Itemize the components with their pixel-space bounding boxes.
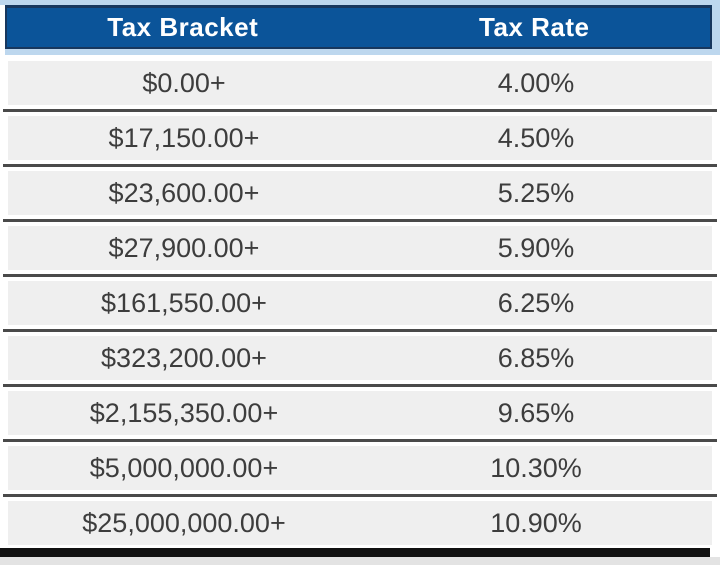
- row-separator-line: [3, 329, 717, 332]
- rate-cell: 5.25%: [497, 177, 575, 208]
- column-header-tax-rate: Tax Rate: [479, 12, 590, 42]
- bracket-cell: $323,200.00+: [101, 342, 267, 373]
- rate-cell: 4.00%: [497, 67, 575, 98]
- row-separator: [3, 270, 717, 281]
- table-row: $23,600.00+ 5.25%: [8, 171, 712, 215]
- row-separator: [3, 160, 717, 171]
- bottom-page-strip: [0, 557, 720, 565]
- table-row: $2,155,350.00+ 9.65%: [8, 391, 712, 435]
- table-row: $25,000,000.00+ 10.90%: [8, 501, 712, 545]
- rate-cell: 10.30%: [490, 452, 582, 483]
- row-separator: [3, 380, 717, 391]
- rate-cell: 10.90%: [490, 507, 582, 538]
- table-row: $17,150.00+ 4.50%: [8, 116, 712, 160]
- rate-cell: 9.65%: [497, 397, 575, 428]
- table-body: $0.00+ 4.00% $17,150.00+ 4.50% $23,600.0…: [3, 61, 717, 545]
- row-separator: [3, 215, 717, 226]
- table-header-zone: Tax Bracket Tax Rate: [5, 5, 720, 55]
- bottom-border-bar: [0, 548, 710, 557]
- row-separator: [3, 325, 717, 336]
- row-separator: [3, 435, 717, 446]
- bracket-cell: $5,000,000.00+: [89, 452, 279, 483]
- rate-cell: 5.90%: [497, 232, 575, 263]
- table-header-row: Tax Bracket Tax Rate: [5, 5, 712, 49]
- row-separator-line: [3, 164, 717, 167]
- row-separator-line: [3, 274, 717, 277]
- bracket-cell: $2,155,350.00+: [89, 397, 279, 428]
- table-row: $5,000,000.00+ 10.30%: [8, 446, 712, 490]
- row-separator-line: [3, 494, 717, 497]
- row-separator-line: [3, 109, 717, 112]
- bracket-cell: $17,150.00+: [108, 122, 260, 153]
- row-separator: [3, 490, 717, 501]
- row-separator-line: [3, 384, 717, 387]
- bracket-cell: $27,900.00+: [108, 232, 260, 263]
- bracket-cell: $161,550.00+: [101, 287, 267, 318]
- table-row: $27,900.00+ 5.90%: [8, 226, 712, 270]
- bracket-cell: $0.00+: [142, 67, 226, 98]
- bracket-cell: $23,600.00+: [108, 177, 260, 208]
- bracket-cell: $25,000,000.00+: [82, 507, 286, 538]
- table-row: $323,200.00+ 6.85%: [8, 336, 712, 380]
- table-row: $161,550.00+ 6.25%: [8, 281, 712, 325]
- rate-cell: 4.50%: [497, 122, 575, 153]
- row-separator-line: [3, 439, 717, 442]
- table-row: $0.00+ 4.00%: [8, 61, 712, 105]
- top-accent-strip: [0, 0, 720, 5]
- rate-cell: 6.25%: [497, 287, 575, 318]
- row-separator-line: [3, 219, 717, 222]
- row-separator: [3, 105, 717, 116]
- column-header-tax-bracket: Tax Bracket: [107, 12, 259, 42]
- rate-cell: 6.85%: [497, 342, 575, 373]
